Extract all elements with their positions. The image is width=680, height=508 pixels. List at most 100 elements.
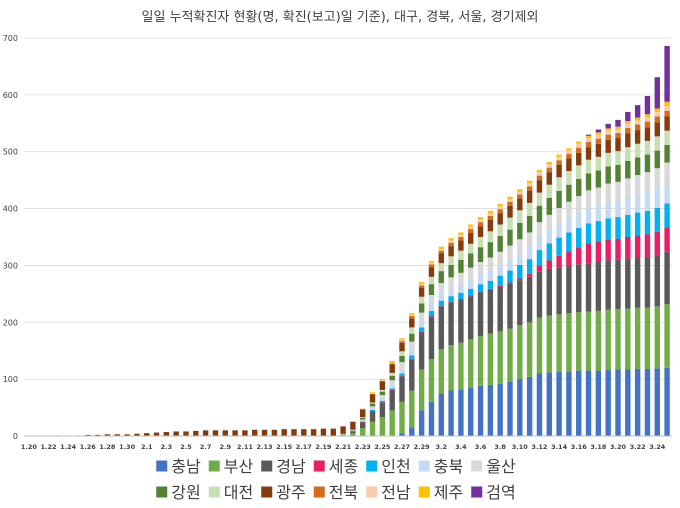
bar-segment (615, 128, 621, 133)
bar-segment (389, 362, 395, 364)
bar-segment (536, 317, 543, 374)
bar-segment (379, 380, 386, 381)
legend-swatch (471, 460, 483, 472)
bar-segment (418, 296, 425, 304)
bar-segment (487, 270, 494, 281)
bar-segment (144, 433, 150, 436)
bar-segment (497, 285, 503, 288)
bar-segment (360, 409, 366, 418)
bar-segment (448, 296, 454, 302)
bar-segment (350, 430, 356, 431)
bar-segment (104, 434, 111, 436)
bar-segment (468, 233, 474, 244)
bar-segment (291, 429, 297, 436)
bar-segment (428, 294, 435, 305)
bar-segment (595, 262, 602, 311)
legend-label: 대전 (224, 483, 253, 502)
bar-segment (379, 397, 386, 401)
bar-segment (585, 142, 592, 148)
bar-segment (497, 275, 503, 286)
bar-segment (448, 345, 454, 391)
bar-segment (458, 232, 464, 235)
bar-segment (526, 182, 533, 187)
bar-segment (526, 186, 533, 191)
bar-segment (526, 202, 533, 216)
x-tick-label: 3.2 (436, 443, 448, 451)
x-tick-label: 2.7 (200, 443, 212, 451)
bar-segment (409, 313, 415, 315)
bar-segment (497, 264, 503, 276)
bar-segment (487, 219, 494, 232)
bar-segment (595, 241, 602, 263)
bar-segment (428, 260, 435, 263)
bar-segment (605, 128, 611, 131)
bar-segment (546, 167, 552, 173)
legend-label: 검역 (486, 483, 515, 502)
x-tick-label: 1.22 (41, 443, 57, 451)
bar-segment (320, 428, 327, 436)
bar-segment (507, 229, 513, 246)
bar-segment (507, 283, 513, 329)
bar-segment (379, 400, 386, 403)
bar-segment (644, 127, 651, 141)
bar-segment (526, 180, 533, 183)
bar-segment (477, 217, 484, 220)
bar-segment (360, 420, 366, 422)
legend-item: 충남 (156, 457, 201, 476)
bar-segment (428, 262, 435, 265)
bar-segment (536, 265, 543, 272)
bar-segment (409, 333, 415, 342)
bar-segment (536, 169, 543, 173)
bar-segment (458, 259, 464, 273)
bar-segment (546, 372, 552, 436)
legend-swatch (156, 486, 168, 498)
bar-segment (595, 132, 602, 135)
bar-segment (507, 217, 513, 230)
bar-segment (625, 178, 631, 197)
bar-segment (615, 164, 621, 182)
bar-segment (399, 339, 405, 342)
bar-segment (458, 234, 464, 237)
bar-segment (595, 370, 602, 436)
bar-segment (418, 410, 425, 436)
bar-segment (644, 117, 651, 122)
bar-segment (369, 410, 376, 412)
bar-segment (576, 196, 582, 213)
bar-segment (369, 393, 376, 395)
bar-segment (634, 143, 641, 158)
bar-segment (477, 219, 484, 223)
bar-segment (301, 429, 307, 436)
bar-segment (369, 403, 376, 407)
bar-segment (664, 304, 670, 368)
bar-segment (458, 250, 464, 260)
bar-segment (644, 234, 651, 257)
bar-segment (546, 229, 552, 244)
bar-segment (497, 383, 503, 436)
legend-item: 강원 (156, 483, 201, 502)
gridlines (24, 37, 672, 380)
bar-segment (458, 237, 464, 241)
y-tick-label: 100 (3, 375, 18, 384)
bar-segment (615, 132, 621, 139)
bar-segment (428, 264, 435, 268)
bar-segment (585, 135, 592, 139)
x-tick-label: 2.27 (394, 443, 410, 451)
bar-segment (497, 206, 503, 210)
x-tick-label: 3.14 (551, 443, 568, 451)
chart-title: 일일 누적확진자 현황(명, 확진(보고)일 기준), 대구, 경북, 서울, … (142, 10, 539, 25)
bar-segment (409, 316, 415, 319)
bar-segment (409, 349, 415, 356)
bar-segment (625, 308, 631, 370)
bar-segment (468, 243, 474, 254)
bar-segment (566, 184, 572, 202)
x-tick-label: 2.11 (237, 443, 254, 451)
bar-segment (526, 376, 533, 436)
bar-segment (389, 375, 395, 381)
bar-segment (664, 116, 670, 131)
bar-segment (477, 335, 484, 386)
bar-segment (389, 410, 395, 436)
bar-segment (379, 403, 386, 418)
bar-segment (556, 267, 562, 315)
bar-segment (625, 123, 631, 128)
bar-segment (634, 105, 641, 118)
